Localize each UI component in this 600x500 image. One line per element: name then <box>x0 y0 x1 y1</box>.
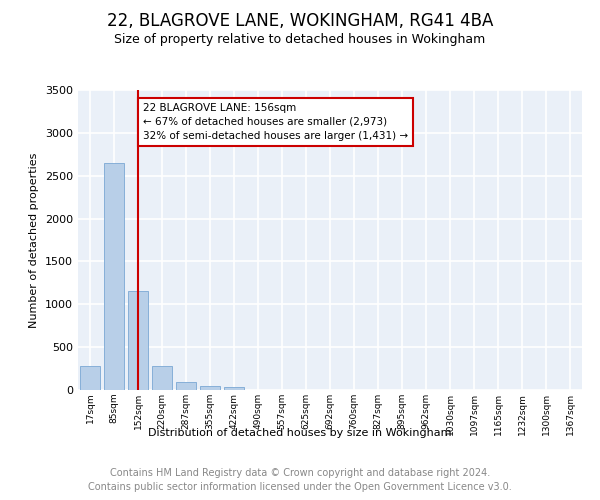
Text: Contains public sector information licensed under the Open Government Licence v3: Contains public sector information licen… <box>88 482 512 492</box>
Bar <box>152 366 172 390</box>
Bar <box>224 388 244 390</box>
Bar <box>176 382 196 390</box>
Text: Distribution of detached houses by size in Wokingham: Distribution of detached houses by size … <box>148 428 452 438</box>
Bar <box>200 386 220 390</box>
Text: Size of property relative to detached houses in Wokingham: Size of property relative to detached ho… <box>115 32 485 46</box>
Bar <box>80 366 100 390</box>
Y-axis label: Number of detached properties: Number of detached properties <box>29 152 40 328</box>
Text: 22, BLAGROVE LANE, WOKINGHAM, RG41 4BA: 22, BLAGROVE LANE, WOKINGHAM, RG41 4BA <box>107 12 493 30</box>
Bar <box>104 163 124 390</box>
Text: 22 BLAGROVE LANE: 156sqm
← 67% of detached houses are smaller (2,973)
32% of sem: 22 BLAGROVE LANE: 156sqm ← 67% of detach… <box>143 103 408 141</box>
Bar <box>128 292 148 390</box>
Text: Contains HM Land Registry data © Crown copyright and database right 2024.: Contains HM Land Registry data © Crown c… <box>110 468 490 477</box>
